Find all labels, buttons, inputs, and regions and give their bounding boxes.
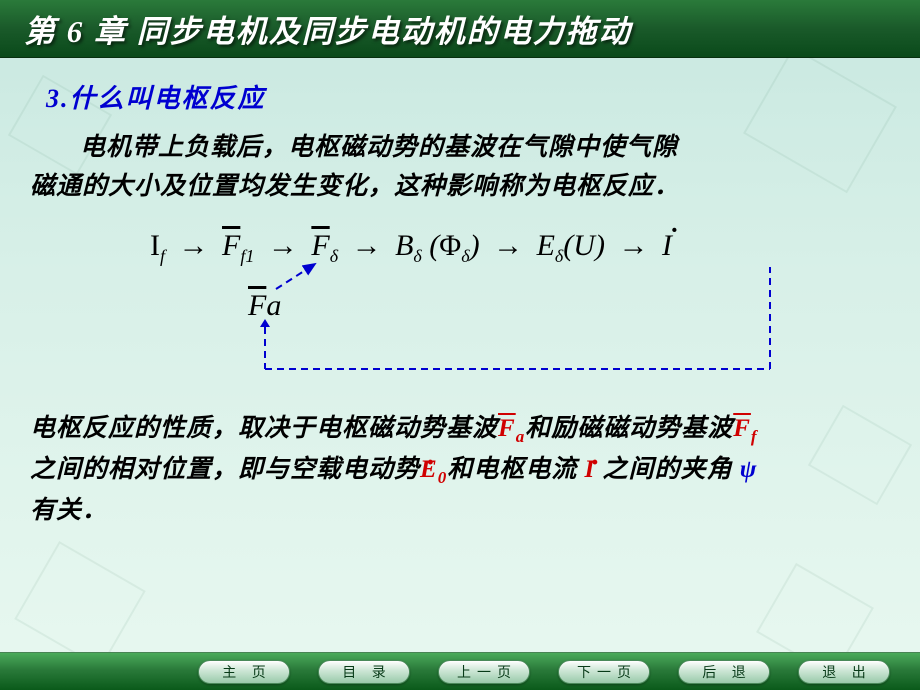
next-button[interactable]: 下一页 [558, 660, 650, 684]
arrow-5: → [618, 229, 648, 262]
arrow-3: → [352, 229, 382, 262]
content-area: 3.什么叫电枢反应 电机带上负载后，电枢磁动势的基波在气隙中使气隙 磁通的大小及… [0, 58, 920, 531]
toc-button[interactable]: 目 录 [318, 660, 410, 684]
exit-button[interactable]: 退 出 [798, 660, 890, 684]
sym-Ff1: F [222, 229, 240, 262]
sym-Bdelta-sub: δ [413, 246, 421, 266]
sym-I: I [662, 229, 672, 262]
sym-Fa: F [248, 289, 266, 322]
arrow-1: → [179, 229, 209, 262]
sym-Fa-sub: a [266, 289, 281, 322]
p2-E0: E [420, 456, 438, 483]
p2-Fa-sub: a [516, 427, 526, 446]
sym-If-sub: f [160, 246, 165, 266]
p2-Fa: F [498, 415, 516, 442]
section-number: 3. [46, 84, 70, 113]
p2-psi: ψ [740, 456, 758, 483]
para1-line2: 磁通的大小及位置均发生变化，这种影响称为电枢反应． [30, 168, 890, 207]
sym-Bdelta: B [395, 229, 413, 262]
paragraph-1: 电机带上负载后，电枢磁动势的基波在气隙中使气隙 磁通的大小及位置均发生变化，这种… [30, 129, 890, 207]
para1-line1: 电机带上负载后，电枢磁动势的基波在气隙中使气隙 [80, 134, 678, 161]
slide: 第 6 章 同步电机及同步电动机的电力拖动 3.什么叫电枢反应 电机带上负载后，… [0, 0, 920, 690]
feedback-arrow-path [240, 259, 800, 389]
nav-bar: 主 页 目 录 上一页 下一页 后 退 退 出 [0, 652, 920, 690]
p2-t6: 有关． [30, 497, 108, 524]
main-formula: If → Ff1 → Fδ → Bδ (Φδ) → Eδ(U) → I [150, 229, 672, 267]
p2-Ff-sub: f [751, 427, 758, 446]
home-button[interactable]: 主 页 [198, 660, 290, 684]
sym-Phi-sub: δ [461, 246, 469, 266]
section-title: 什么叫电枢反应 [70, 84, 266, 113]
sym-Ff1-sub: f1 [240, 246, 254, 266]
sym-Phi: Φ [439, 229, 461, 262]
p2-t5: 之间的夹角 [595, 456, 740, 483]
arrow-2: → [268, 229, 298, 262]
formula-area: If → Ff1 → Fδ → Bδ (Φδ) → Eδ(U) → I Fa [30, 219, 890, 389]
sym-Edelta-sub: δ [555, 246, 563, 266]
chapter-title: 第 6 章 同步电机及同步电动机的电力拖动 [24, 6, 632, 51]
p2-I: I [584, 456, 595, 483]
section-heading: 3.什么叫电枢反应 [46, 78, 890, 115]
p2-t2: 和励磁磁动势基波 [525, 415, 733, 442]
p2-t4: 和电枢电流 [447, 456, 577, 483]
title-bar: 第 6 章 同步电机及同步电动机的电力拖动 [0, 0, 920, 58]
paragraph-2: 电枢反应的性质，取决于电枢磁动势基波Fa和励磁磁动势基波Ff 之间的相对位置，即… [30, 409, 890, 531]
sym-Fdelta: F [311, 229, 329, 262]
arrow-4: → [493, 229, 523, 262]
sym-U: U [573, 229, 595, 262]
sym-Fdelta-sub: δ [330, 246, 338, 266]
back-button[interactable]: 后 退 [678, 660, 770, 684]
prev-button[interactable]: 上一页 [438, 660, 530, 684]
feedback-Fa: Fa [248, 289, 281, 323]
p2-t1: 电枢反应的性质，取决于电枢磁动势基波 [30, 415, 498, 442]
sym-If: I [150, 229, 160, 262]
p2-Ff: F [733, 415, 751, 442]
p2-t3: 之间的相对位置，即与空载电动势 [30, 456, 420, 483]
p2-E0-sub: 0 [438, 468, 448, 487]
sym-Edelta: E [537, 229, 555, 262]
